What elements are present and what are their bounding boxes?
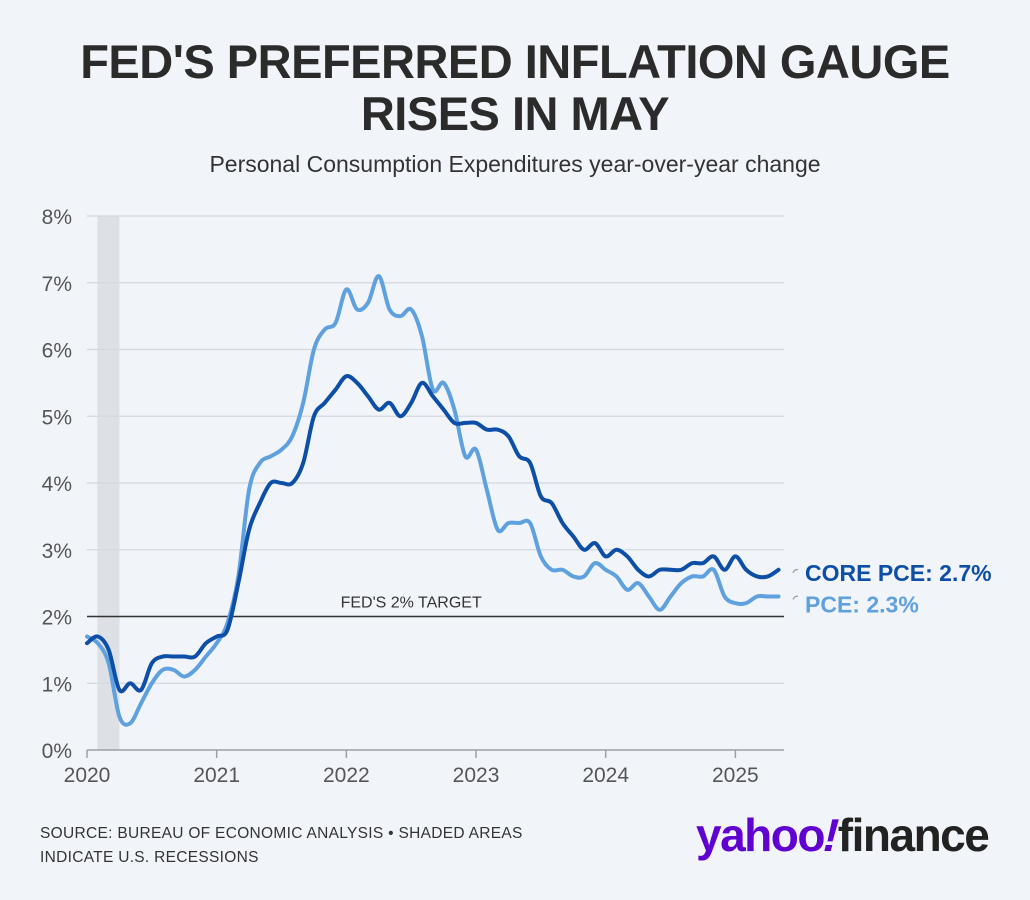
end-label-connector (792, 595, 799, 600)
chart-title: FED'S PREFERRED INFLATION GAUGE RISES IN… (0, 36, 1030, 140)
x-tick-label: 2022 (323, 764, 370, 787)
logo-yahoo: yahoo (696, 809, 825, 861)
y-tick-label: 2% (42, 607, 72, 630)
y-tick-label: 4% (42, 473, 72, 496)
chart-title-line2: RISES IN MAY (360, 87, 670, 140)
y-tick-label: 7% (42, 273, 72, 296)
end-label-core-pce: CORE PCE: 2.7% (805, 560, 992, 586)
y-tick-label: 8% (42, 206, 72, 229)
y-tick-label: 1% (42, 673, 72, 696)
series-line-pce (85, 274, 781, 727)
yahoo-finance-logo: yahoo!finance (696, 805, 990, 865)
target-line-label: FED'S 2% TARGET (341, 595, 482, 612)
source-note-line1: SOURCE: BUREAU OF ECONOMIC ANALYSIS • SH… (40, 825, 523, 842)
logo-finance: finance (837, 809, 990, 861)
y-tick-label: 6% (42, 340, 72, 363)
y-tick-label: 5% (42, 406, 72, 429)
chart-subtitle: Personal Consumption Expenditures year-o… (209, 151, 821, 177)
x-tick-label: 2023 (453, 764, 500, 787)
x-tick-label: 2025 (712, 764, 759, 787)
end-label-pce: PCE: 2.3% (805, 591, 919, 617)
series-line-core-pce (85, 374, 781, 694)
y-tick-label: 3% (42, 540, 72, 563)
x-tick-label: 2021 (193, 764, 240, 787)
y-tick-label: 0% (42, 740, 72, 763)
source-note: SOURCE: BUREAU OF ECONOMIC ANALYSIS • SH… (40, 822, 600, 870)
end-label-connector (792, 568, 799, 574)
x-tick-label: 2020 (64, 764, 111, 787)
x-tick-label: 2024 (582, 764, 629, 787)
chart-title-line1: FED'S PREFERRED INFLATION GAUGE (80, 35, 950, 88)
source-note-line2: INDICATE U.S. RECESSIONS (40, 849, 259, 866)
